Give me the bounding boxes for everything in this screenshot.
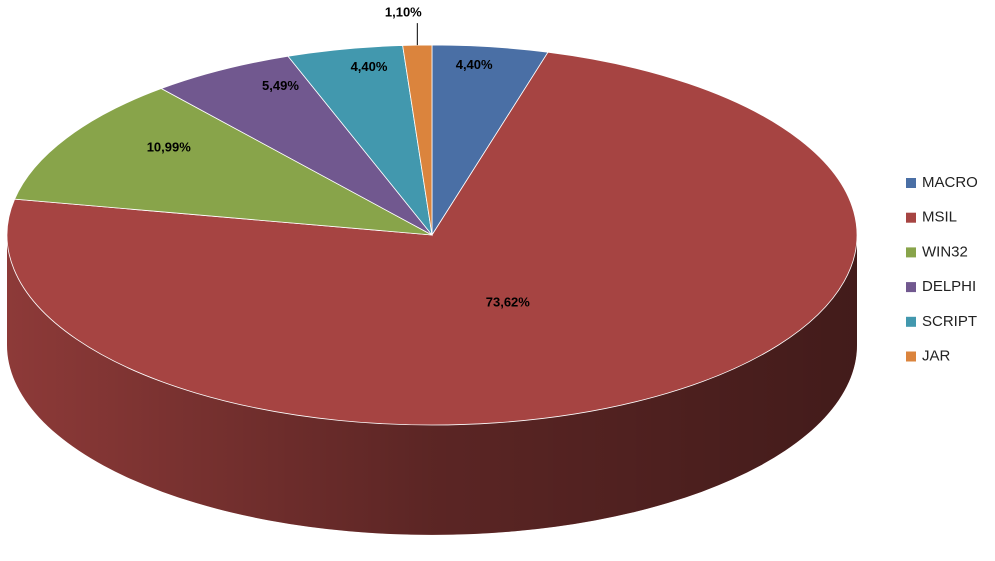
legend-swatch <box>906 212 916 223</box>
slice <box>6 51 858 426</box>
data-label: 5,49% <box>262 78 299 93</box>
data-label: 10,99% <box>147 139 192 154</box>
legend-label: MACRO <box>922 174 978 191</box>
data-label: 1,10% <box>385 5 422 20</box>
side-shade <box>7 235 857 535</box>
legend-label: SCRIPT <box>922 313 977 330</box>
legend-label: WIN32 <box>922 243 968 260</box>
legend-label: JAR <box>922 347 951 364</box>
data-label: 4,40% <box>351 59 388 74</box>
legend-label: MSIL <box>922 209 957 226</box>
legend-swatch <box>906 316 916 327</box>
legend-swatch <box>906 178 916 188</box>
data-label: 73,62% <box>486 294 531 309</box>
legend-swatch <box>906 247 916 258</box>
slice <box>14 88 433 236</box>
legend-swatch <box>906 282 916 293</box>
data-label: 4,40% <box>456 57 493 72</box>
slice <box>160 55 433 236</box>
legend-swatch <box>906 351 916 362</box>
legend-label: DELPHI <box>922 278 976 295</box>
